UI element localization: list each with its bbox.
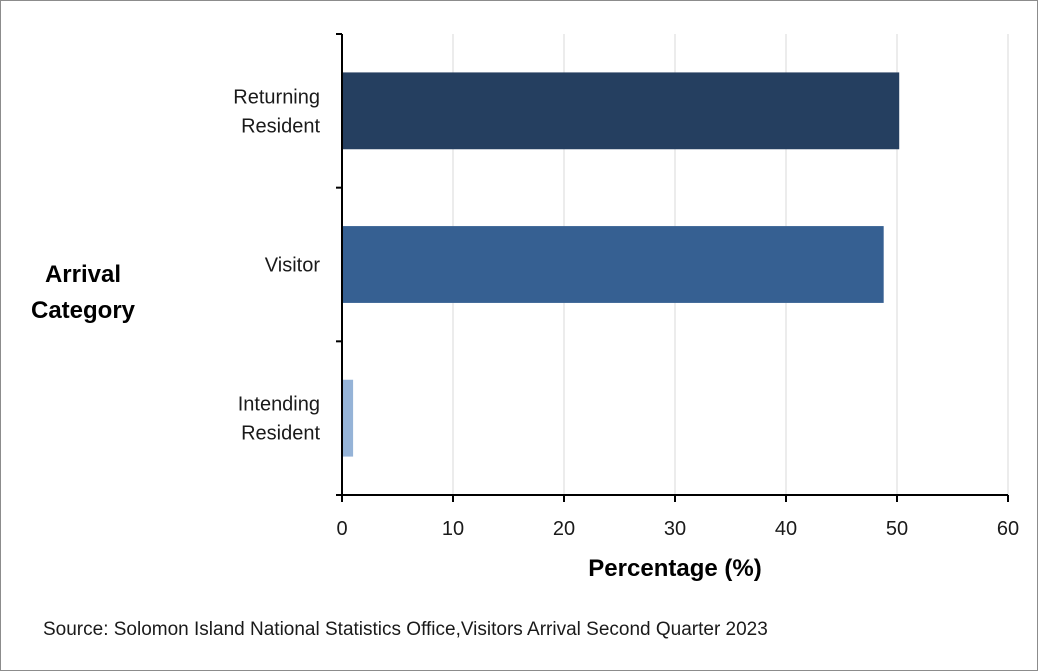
- category-label-intending-resident: Resident: [241, 423, 320, 445]
- category-labels: Returning Resident Visitor Intending Residen…: [233, 86, 320, 444]
- x-tick-label-30: 30: [664, 518, 686, 540]
- category-label-returning-resident: Returning: [233, 86, 320, 108]
- bar-intending-resident: [342, 379, 354, 457]
- category-label-returning-resident: Resident: [241, 115, 320, 137]
- x-tick-label-10: 10: [442, 518, 464, 540]
- source-note: Source: Solomon Island National Statisti…: [43, 619, 768, 640]
- x-tick-label-50: 50: [886, 518, 908, 540]
- category-label-visitor: Visitor: [265, 255, 321, 277]
- x-tick-label-0: 0: [336, 518, 347, 540]
- y-axis-title-line-1: Arrival: [45, 261, 121, 288]
- x-tick-labels: 0 10 20 30 40 50 60: [336, 518, 1019, 540]
- bar-returning-resident: [342, 72, 900, 150]
- x-tick-label-60: 60: [997, 518, 1019, 540]
- x-tick-label-20: 20: [553, 518, 575, 540]
- bars: [342, 72, 900, 457]
- category-label-intending-resident: Intending: [238, 394, 320, 416]
- x-tick-label-40: 40: [775, 518, 797, 540]
- x-axis-title: Percentage (%): [588, 555, 761, 582]
- bar-visitor: [342, 226, 884, 303]
- y-axis-title-line-2: Category: [31, 297, 136, 324]
- axes: [336, 33, 1009, 502]
